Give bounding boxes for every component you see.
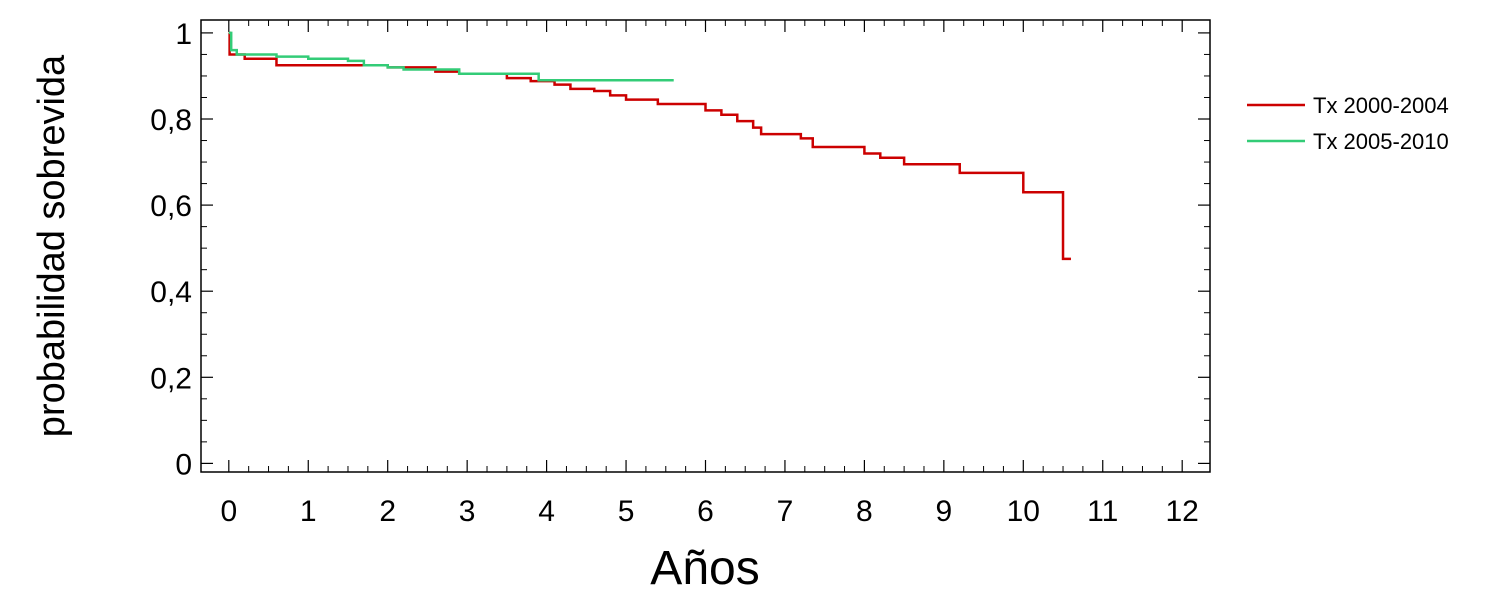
series-line-2 <box>228 31 674 82</box>
axis-ticks <box>201 20 1210 472</box>
series-layer <box>228 31 1071 261</box>
y-tick-label: 0,8 <box>150 104 192 137</box>
legend: Tx 2000-2004 Tx 2005-2010 <box>1247 93 1449 154</box>
x-tick-label: 2 <box>379 495 396 528</box>
x-tick-labels: 0 1 2 3 4 5 6 7 8 9 10 11 12 <box>220 495 1198 528</box>
x-tick-label: 1 <box>300 495 317 528</box>
legend-label-1: Tx 2000-2004 <box>1313 93 1449 118</box>
x-tick-label: 11 <box>1087 495 1118 528</box>
x-tick-label: 12 <box>1166 495 1199 528</box>
x-tick-label: 3 <box>459 495 476 528</box>
x-tick-label: 8 <box>856 495 873 528</box>
y-tick-label: 0 <box>175 448 192 481</box>
y-tick-label: 0,4 <box>150 276 192 309</box>
x-axis-title: Años <box>650 542 759 592</box>
x-tick-label: 6 <box>697 495 714 528</box>
x-tick-label: 7 <box>777 495 794 528</box>
x-tick-label: 0 <box>220 495 237 528</box>
x-tick-label: 5 <box>618 495 635 528</box>
x-tick-label: 4 <box>538 495 555 528</box>
y-axis-title: probabilidad sobrevida <box>31 54 73 437</box>
y-tick-label: 1 <box>175 18 192 51</box>
x-tick-label: 9 <box>936 495 953 528</box>
y-tick-label: 0,6 <box>150 190 192 223</box>
plot-area <box>200 19 1211 473</box>
x-tick-label: 10 <box>1007 495 1040 528</box>
y-tick-labels: 0 0,2 0,4 0,6 0,8 1 <box>150 18 192 481</box>
legend-label-2: Tx 2005-2010 <box>1313 129 1449 154</box>
y-tick-label: 0,2 <box>150 362 192 395</box>
